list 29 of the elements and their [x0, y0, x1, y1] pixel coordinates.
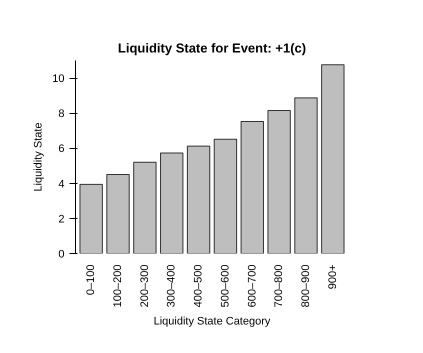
bar — [160, 152, 184, 254]
bar — [267, 110, 291, 254]
bar — [321, 64, 345, 254]
y-tick-label: 8 — [58, 108, 65, 120]
bar — [79, 184, 103, 254]
x-tick-label: 300–400 — [166, 264, 178, 308]
bar — [240, 121, 264, 254]
y-tick-label: 6 — [58, 143, 65, 156]
bar — [294, 97, 318, 254]
x-tick-label: 700–800 — [273, 264, 286, 308]
y-axis-title: Liquidity State — [32, 122, 44, 192]
x-axis-title: Liquidity State Category — [154, 315, 271, 328]
bar — [106, 174, 130, 254]
x-tick-label: 800–900 — [300, 264, 312, 308]
x-tick-label: 600–700 — [246, 264, 258, 308]
x-tick-label: 200–300 — [138, 264, 151, 308]
y-tick-label: 4 — [58, 178, 65, 190]
chart-title: Liquidity State for Event: +1(c) — [118, 40, 306, 56]
y-tick-label: 2 — [58, 213, 65, 226]
x-tick-label: 100–200 — [112, 264, 124, 308]
x-tick-label: 900+ — [326, 264, 339, 290]
bar — [186, 146, 210, 254]
x-tick-label: 400–500 — [192, 264, 205, 308]
bar — [214, 138, 238, 254]
y-tick-label: 10 — [52, 73, 65, 86]
x-tick-label: 0–100 — [85, 264, 98, 296]
y-tick-label: 0 — [58, 248, 65, 260]
bar — [133, 162, 157, 254]
x-tick-label: 500–600 — [219, 264, 232, 308]
